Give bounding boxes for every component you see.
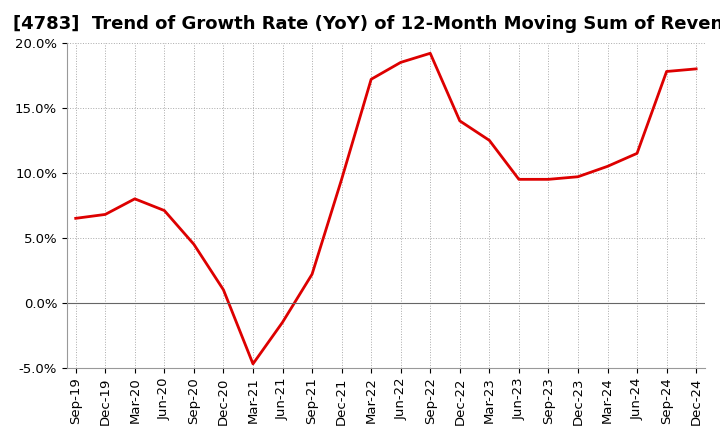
Title: [4783]  Trend of Growth Rate (YoY) of 12-Month Moving Sum of Revenues: [4783] Trend of Growth Rate (YoY) of 12-… — [13, 15, 720, 33]
